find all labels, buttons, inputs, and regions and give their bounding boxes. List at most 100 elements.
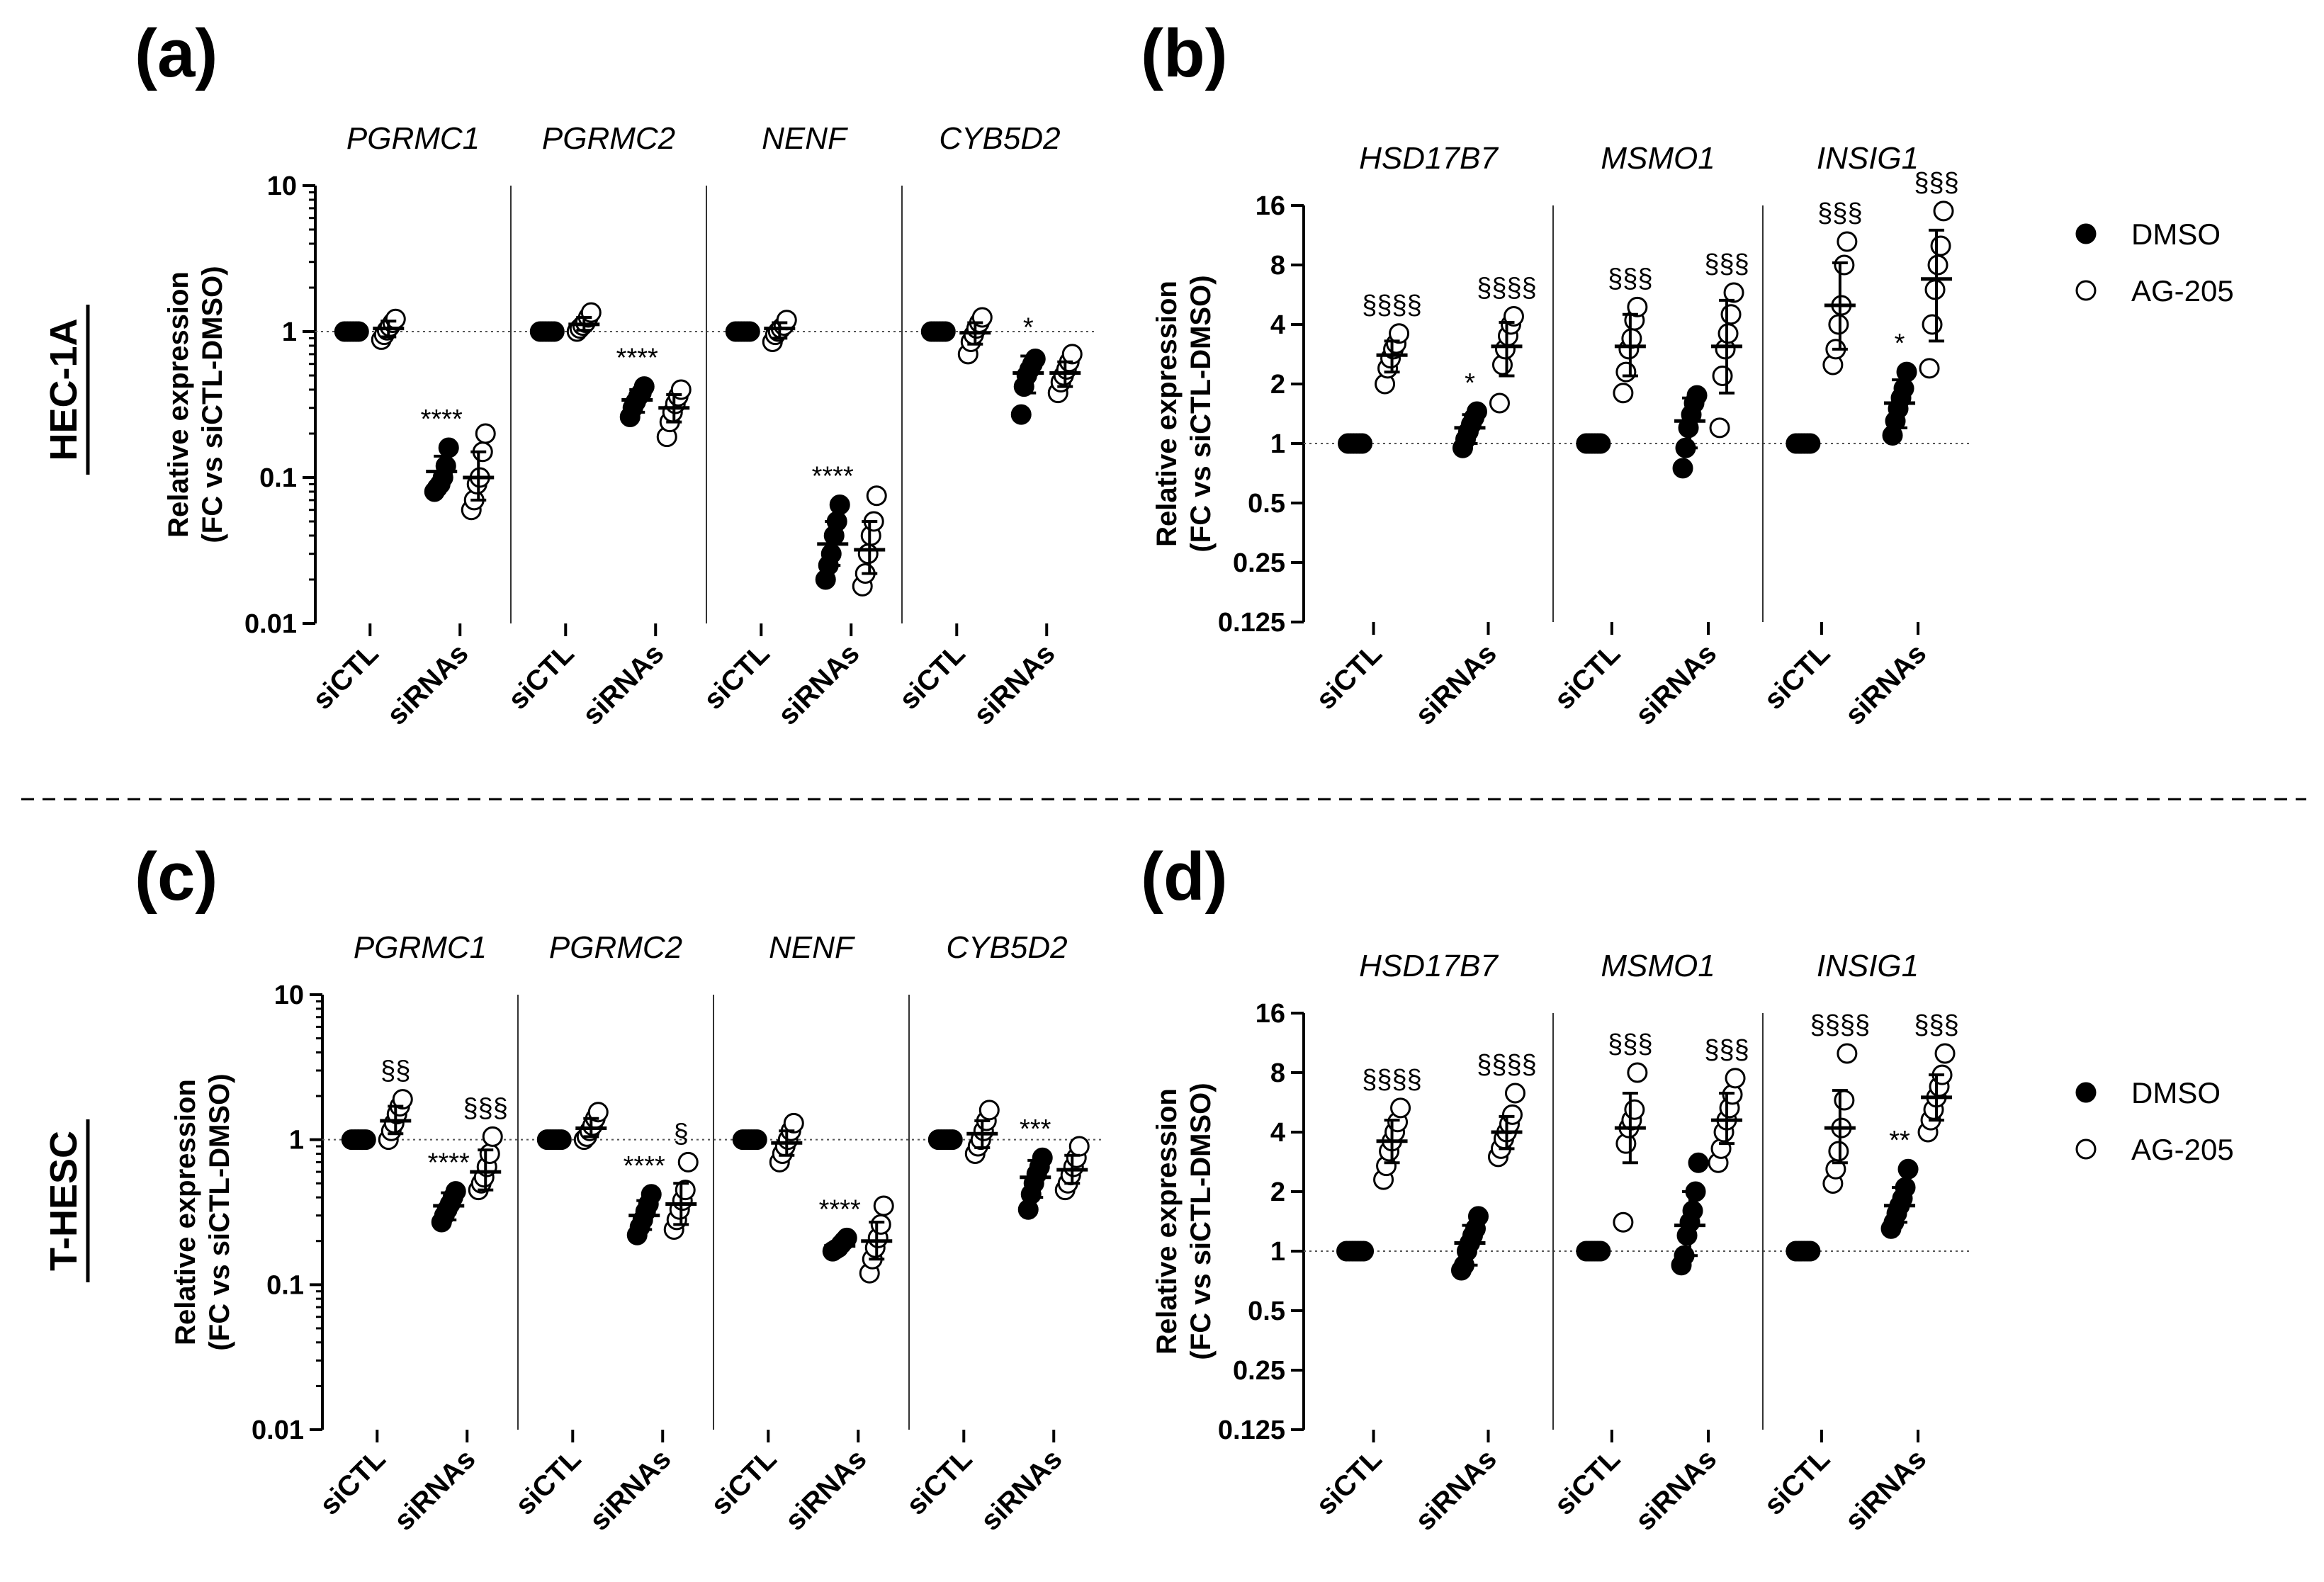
- significance-dmso: **: [1889, 1126, 1910, 1156]
- significance-ag205: §§§§: [1810, 1010, 1871, 1040]
- dmso-point: [633, 376, 655, 397]
- y-tick-label: 16: [1256, 999, 1285, 1029]
- dmso-point: [1467, 1206, 1489, 1227]
- ag205-point: [1930, 235, 1951, 256]
- ag205-point: [1720, 304, 1742, 325]
- dmso-point: [1893, 378, 1914, 399]
- significance-ag205: §§§: [1608, 1029, 1652, 1059]
- gene-title: NENF: [769, 930, 855, 965]
- legend-top: DMSO AG-205: [2075, 217, 2234, 307]
- gene-title: HSD17B7: [1359, 949, 1499, 983]
- significance-ag205: §§: [380, 1056, 410, 1086]
- y-tick-label: 0.5: [1248, 489, 1285, 519]
- y-tick-label: 2: [1270, 1177, 1285, 1207]
- gene-title: CYB5D2: [946, 930, 1067, 965]
- significance-dmso: ****: [616, 344, 658, 373]
- ag205-point: [1834, 1090, 1855, 1111]
- significance-ag205: §§§: [1914, 168, 1958, 198]
- significance-ag205: §§§: [1608, 264, 1652, 293]
- y-tick-label: 1: [1270, 429, 1285, 459]
- ag205-point: [1922, 314, 1943, 335]
- dmso-point: [1466, 401, 1487, 422]
- y-tick-label: 2: [1270, 370, 1285, 400]
- y-tick-label: 0.01: [244, 609, 297, 639]
- ag205-point: [1615, 361, 1637, 383]
- ag205-point: [1068, 1136, 1090, 1157]
- y-tick-label: 16: [1256, 191, 1285, 221]
- panel-label: (c): [135, 839, 218, 915]
- dmso-point: [1682, 1200, 1703, 1221]
- dmso-point: [1686, 385, 1708, 406]
- ag205-point: [1624, 1099, 1645, 1120]
- legend-dmso-label: DMSO: [2131, 217, 2221, 251]
- dmso-point: [445, 1181, 466, 1202]
- y-axis-label-line: Relative expression: [163, 271, 194, 538]
- y-tick-label: 1: [289, 1126, 304, 1156]
- legend-ag205-marker-2: [2075, 1139, 2097, 1160]
- gene-title: PGRMC2: [549, 930, 682, 965]
- ag205-point: [1389, 323, 1410, 344]
- y-tick-label: 0.125: [1218, 608, 1285, 638]
- gene-title: HSD17B7: [1359, 141, 1499, 176]
- y-axis-label: Relative expression (FC vs siCTL-DMSO): [1151, 1083, 1217, 1360]
- y-axis-label-line: Relative expression: [1151, 1088, 1183, 1355]
- ag205-point: [677, 1151, 699, 1173]
- gene-title: PGRMC1: [346, 121, 480, 156]
- y-tick-label: 0.1: [259, 463, 297, 493]
- ag205-point: [1390, 1097, 1411, 1119]
- legend-bottom: DMSO AG-205: [2075, 1076, 2234, 1166]
- row-label-thesc-text: T-HESC: [43, 1131, 85, 1271]
- dmso-point: [1897, 1158, 1919, 1180]
- significance-ag205: §§§: [463, 1093, 508, 1123]
- significance-dmso: ***: [1020, 1114, 1051, 1144]
- significance-dmso: *: [1023, 313, 1034, 343]
- gene-title: PGRMC2: [542, 121, 675, 156]
- ag205-point: [587, 1102, 609, 1123]
- ag205-point: [482, 1126, 503, 1147]
- dmso-point: [1025, 349, 1046, 370]
- ag205-point: [1627, 296, 1648, 317]
- legend-dmso-marker: [2075, 223, 2097, 244]
- y-axis-label-line: (FC vs siCTL-DMSO): [1185, 1083, 1217, 1360]
- ag205-point: [866, 485, 887, 507]
- legend-ag205-label: AG-205: [2131, 274, 2234, 307]
- y-axis-label-line: (FC vs siCTL-DMSO): [197, 266, 228, 543]
- significance-dmso: ****: [428, 1148, 470, 1178]
- ag205-point: [475, 423, 496, 444]
- ag205-point: [1934, 1043, 1956, 1064]
- legend-ag205-marker: [2075, 280, 2097, 301]
- panel-label: (b): [1141, 16, 1228, 91]
- ag205-point: [978, 1100, 1000, 1121]
- ag205-point: [479, 1143, 500, 1165]
- significance-ag205: §§§: [1914, 1010, 1958, 1040]
- y-tick-label: 0.25: [1233, 1356, 1285, 1386]
- y-tick-label: 1: [282, 317, 297, 347]
- ag205-point: [392, 1089, 413, 1110]
- ag205-point: [870, 1214, 891, 1235]
- y-axis-label-line: Relative expression: [170, 1079, 201, 1345]
- gene-title: MSMO1: [1601, 949, 1715, 983]
- y-tick-label: 0.1: [266, 1270, 304, 1300]
- row-label-hec1a: HEC-1A: [43, 305, 90, 475]
- significance-ag205: §§§§: [1362, 1065, 1422, 1095]
- gene-title: NENF: [762, 121, 848, 156]
- ag205-point: [1919, 358, 1940, 379]
- gene-title: CYB5D2: [939, 121, 1060, 156]
- significance-ag205: §§§: [1704, 1035, 1749, 1065]
- ag205-point: [1489, 392, 1510, 414]
- significance-ag205: §§§: [1704, 249, 1749, 279]
- significance-dmso: ****: [819, 1194, 861, 1224]
- y-tick-label: 0.5: [1248, 1296, 1285, 1326]
- panel-label: (d): [1141, 839, 1228, 915]
- ag205-point: [1933, 200, 1954, 222]
- dmso-point: [1672, 458, 1693, 479]
- ag205-point: [1061, 344, 1083, 365]
- significance-ag205: §§§§: [1362, 290, 1422, 320]
- gene-title: INSIG1: [1817, 949, 1919, 983]
- y-tick-label: 8: [1270, 1058, 1285, 1088]
- legend-ag205-label-2: AG-205: [2131, 1133, 2234, 1166]
- y-axis-label-line: (FC vs siCTL-DMSO): [1185, 275, 1217, 552]
- significance-ag205: §: [674, 1119, 689, 1148]
- gene-title: MSMO1: [1601, 141, 1715, 176]
